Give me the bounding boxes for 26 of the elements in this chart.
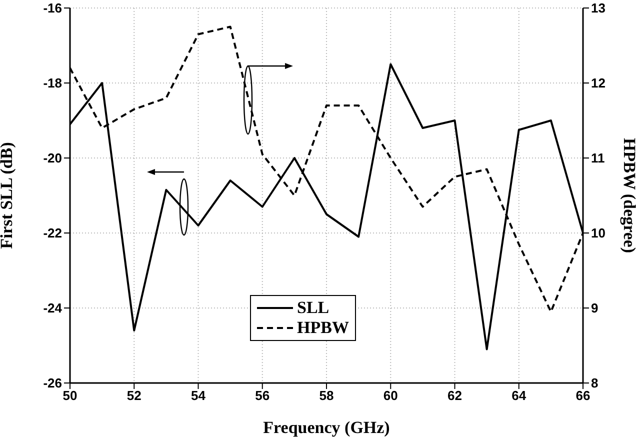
x-tick-label: 54 xyxy=(191,388,206,404)
y2-tick-label: 13 xyxy=(591,0,606,16)
legend-label: HPBW xyxy=(297,318,349,338)
y-tick-label: -26 xyxy=(43,376,62,391)
x-tick-label: 52 xyxy=(126,388,142,404)
y-tick-label: -22 xyxy=(43,226,62,241)
y-tick-label: -20 xyxy=(43,150,62,166)
y2-axis-title: HPBW (degree) xyxy=(620,138,636,254)
y-tick-label: -16 xyxy=(43,0,62,16)
y2-tick-label: 8 xyxy=(591,376,598,391)
x-tick-label: 66 xyxy=(576,388,590,404)
x-tick-label: 56 xyxy=(255,388,270,404)
x-tick-label: 60 xyxy=(383,388,398,404)
y-tick-label: -24 xyxy=(43,300,63,316)
y2-tick-label: 11 xyxy=(591,150,605,166)
y2-tick-label: 9 xyxy=(591,300,598,316)
x-tick-label: 64 xyxy=(512,388,527,404)
legend-label: SLL xyxy=(297,298,330,318)
y-axis-title: First SLL (dB) xyxy=(0,142,16,249)
x-axis-title: Frequency (GHz) xyxy=(263,418,390,437)
y2-tick-label: 10 xyxy=(591,226,606,241)
x-tick-label: 58 xyxy=(319,388,334,404)
x-tick-label: 50 xyxy=(62,388,78,404)
y2-tick-label: 12 xyxy=(591,76,606,91)
x-tick-label: 62 xyxy=(448,388,462,404)
y-tick-label: -18 xyxy=(43,76,62,91)
